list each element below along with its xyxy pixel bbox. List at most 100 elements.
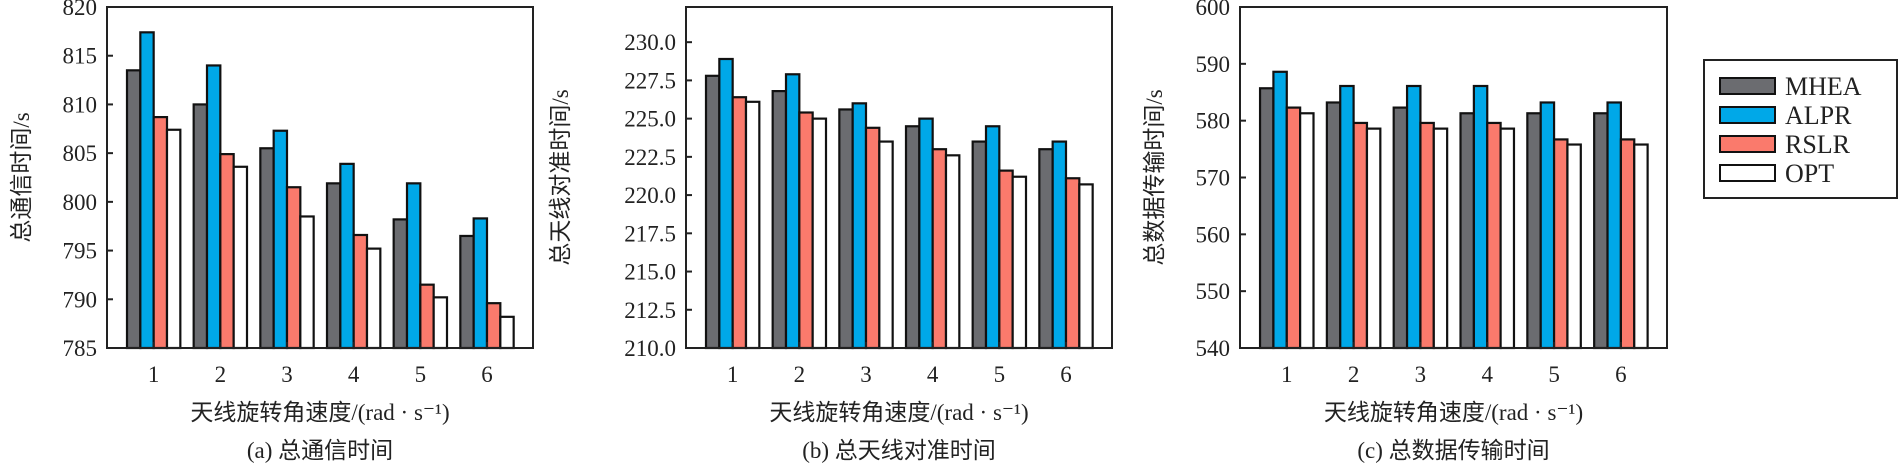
y-tick-label: 815 <box>63 44 98 69</box>
bar-mhea <box>904 125 921 350</box>
x-tick-label: 4 <box>1481 362 1493 387</box>
bar-mhea <box>325 182 342 350</box>
bar-alpr <box>1339 84 1355 350</box>
bar-alpr <box>1606 101 1622 350</box>
bar-rslr <box>485 302 502 350</box>
bar-rslr <box>285 186 302 350</box>
bar-alpr <box>784 73 801 350</box>
bar-alpr <box>1272 70 1288 350</box>
bar-rslr <box>1285 106 1302 350</box>
x-tick-label: 5 <box>994 362 1006 387</box>
plot-frame <box>685 6 1113 349</box>
y-tick-label: 820 <box>63 0 98 20</box>
x-axis-label: 天线旋转角速度/(rad · s⁻¹) <box>190 400 449 425</box>
x-tick-label: 5 <box>415 362 427 387</box>
x-tick-label: 3 <box>281 362 293 387</box>
bar-alpr <box>1405 84 1422 350</box>
bar-opt <box>1566 143 1582 350</box>
subplot-3: 540 550 560 570 580 590 600 1 2 3 4 5 6 天线旋转角速度/(rad … <box>1142 0 1668 463</box>
x-tick-label: 1 <box>727 362 739 387</box>
plot-frame <box>106 6 534 349</box>
subplot-caption: (c) 总数据传输时间 <box>1357 438 1549 463</box>
bar-opt <box>365 247 382 350</box>
subplot-caption: (a) 总通信时间 <box>247 438 393 463</box>
bar-rslr <box>1552 138 1569 350</box>
x-tick-label: 2 <box>794 362 806 387</box>
y-tick-label: 795 <box>63 239 98 264</box>
bar-mhea <box>459 234 475 350</box>
y-tick-label: 600 <box>1196 0 1231 20</box>
y-tick-label: 785 <box>63 336 98 361</box>
bar-rslr <box>352 233 369 350</box>
x-tick-label: 1 <box>1281 362 1293 387</box>
subplot-1: 785 790 795 800 805 810 815 820 1 2 3 4 5 6 天线旋转角速度/(r… <box>9 0 534 463</box>
legend-label: ALPR <box>1785 101 1852 130</box>
bar-opt <box>811 117 828 350</box>
y-tick-label: 222.5 <box>624 145 676 170</box>
bar-alpr <box>139 31 155 350</box>
bar-opt <box>499 315 515 350</box>
y-tick-label: 805 <box>63 141 98 166</box>
bar-alpr <box>272 129 289 350</box>
bar-rslr <box>152 115 169 350</box>
bar-rslr <box>798 111 814 350</box>
y-tick-label: 590 <box>1196 52 1231 77</box>
bar-opt <box>432 296 449 350</box>
x-tick-label: 3 <box>1415 362 1427 387</box>
legend-swatch-alpr <box>1719 106 1776 124</box>
legend-swatch-mhea <box>1719 77 1776 95</box>
bar-mhea <box>392 218 409 350</box>
bar-mhea <box>971 140 988 350</box>
x-tick-label: 1 <box>148 362 160 387</box>
y-tick-label: 225.0 <box>624 107 676 132</box>
bar-opt <box>1365 127 1382 350</box>
y-tick-label: 210.0 <box>624 336 676 361</box>
bar-opt <box>744 100 761 350</box>
bar-rslr <box>731 96 748 350</box>
x-tick-label: 5 <box>1548 362 1560 387</box>
bar-rslr <box>1486 121 1502 350</box>
y-tick-label: 800 <box>63 190 98 215</box>
bar-mhea <box>771 90 788 350</box>
bar-alpr <box>1539 101 1556 350</box>
bar-opt <box>878 140 894 350</box>
bar-rslr <box>1352 121 1369 350</box>
y-tick-label: 220.0 <box>624 183 676 208</box>
bar-rslr <box>998 169 1014 350</box>
x-tick-label: 4 <box>927 362 939 387</box>
x-tick-label: 2 <box>1348 362 1360 387</box>
y-tick-label: 217.5 <box>624 221 676 246</box>
y-axis-label: 总通信时间/s <box>9 112 34 242</box>
y-tick-label: 570 <box>1196 166 1231 191</box>
bar-opt <box>1633 143 1649 350</box>
bar-mhea <box>125 69 142 350</box>
bar-mhea <box>838 108 854 350</box>
bar-opt <box>1499 127 1516 350</box>
bar-alpr <box>472 217 489 350</box>
bar-opt <box>944 154 961 350</box>
y-tick-label: 810 <box>63 92 98 117</box>
subplot-caption: (b) 总天线对准时间 <box>802 438 996 463</box>
bar-opt <box>1011 175 1028 350</box>
bar-mhea <box>1258 87 1275 350</box>
bar-alpr <box>918 117 934 350</box>
y-tick-label: 550 <box>1196 279 1231 304</box>
bar-rslr <box>864 126 881 350</box>
y-tick-label: 212.5 <box>624 298 676 323</box>
bar-mhea <box>1392 106 1409 350</box>
y-axis-label: 总数据传输时间/s <box>1142 89 1167 265</box>
bar-opt <box>232 165 249 350</box>
bar-rslr <box>1619 138 1636 350</box>
bar-alpr <box>984 125 1001 350</box>
bar-opt <box>165 128 182 350</box>
bar-mhea <box>704 74 721 350</box>
x-tick-label: 6 <box>1615 362 1627 387</box>
bar-alpr <box>339 162 355 350</box>
x-tick-label: 3 <box>860 362 872 387</box>
bar-rslr <box>419 283 435 350</box>
bar-mhea <box>192 103 209 350</box>
x-tick-label: 6 <box>1060 362 1072 387</box>
bar-mhea <box>1526 112 1542 350</box>
